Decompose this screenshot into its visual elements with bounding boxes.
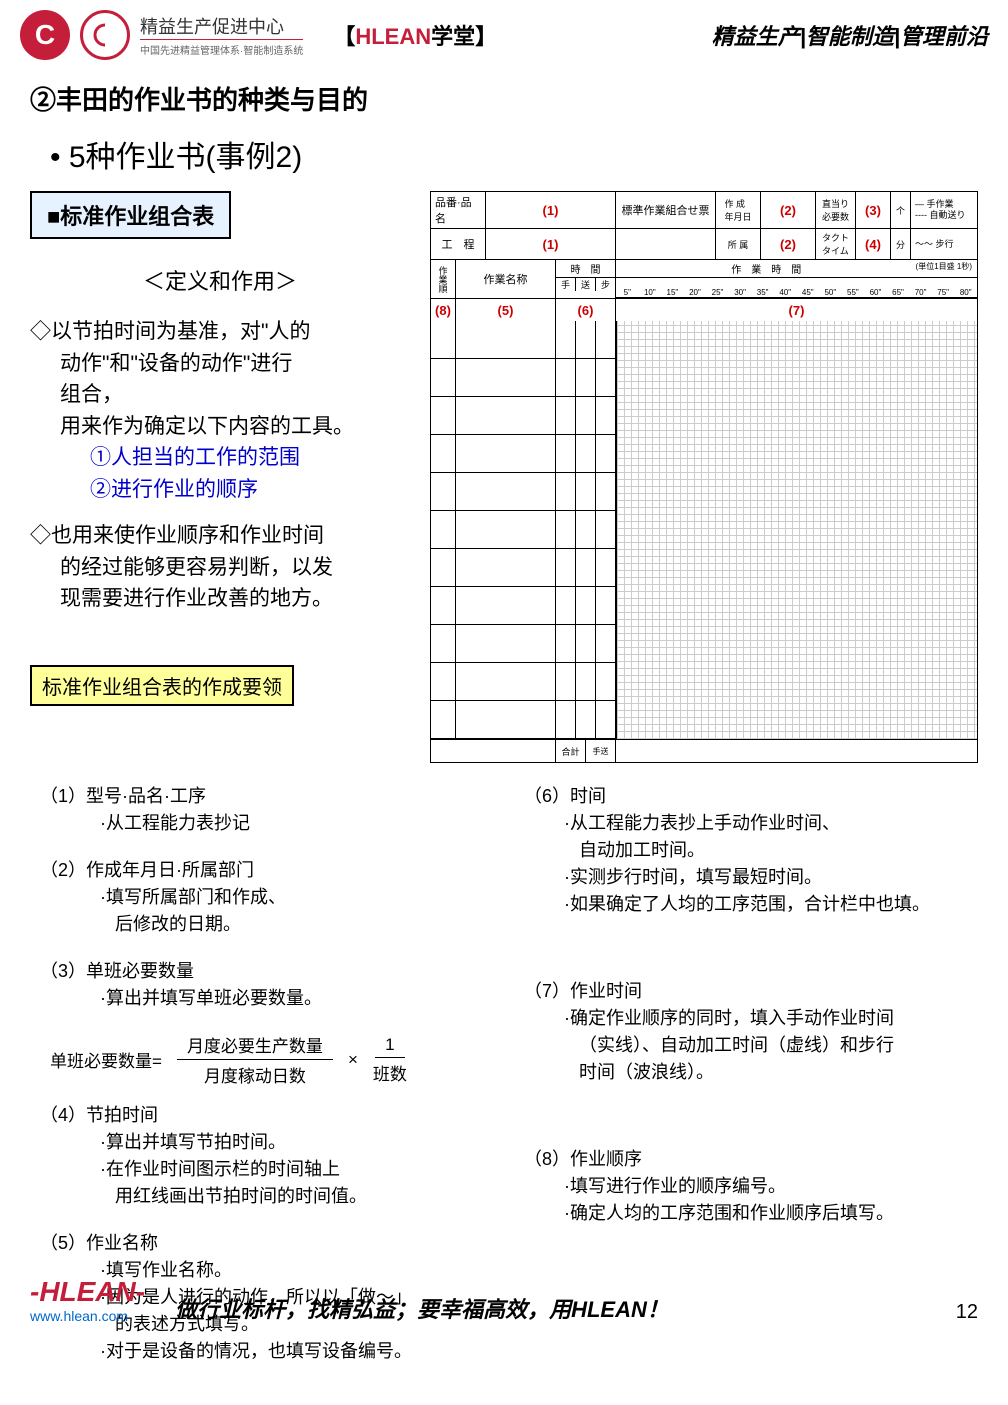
highlight-box: ■标准作业组合表 xyxy=(30,191,231,239)
hlean-badge: 【HLEAN学堂】 xyxy=(333,19,497,51)
form-table: 品番·品名 (1) 標準作業組合せ票 作 成 年月日 (2) 直当り 必要数 (… xyxy=(430,191,978,763)
note-6: （6）时间 ·从工程能力表抄上手动作业时间、 自动加工时间。 ·实测步行时间，填… xyxy=(524,783,968,918)
sum-row: 合計 手送 xyxy=(431,739,977,762)
logo-c-icon: C xyxy=(20,10,70,60)
content-area: ■标准作业组合表 ＜定义和作用＞ ◇以节拍时间为基准，对"人的 动作"和"设备的… xyxy=(0,191,1008,763)
footer: -HLEAN- www.hlean.com 做行业标杆，找精弘益；要幸福高效，用… xyxy=(0,1276,1008,1324)
page-title: ②丰田的作业书的种类与目的 xyxy=(0,70,1008,127)
page-number: 12 xyxy=(956,1301,978,1324)
logo-text-block: 精益生产促进中心 中国先进精益管理体系·智能制造系统 xyxy=(140,13,303,57)
note-7: （7）作业时间 ·确定作业顺序的同时，填入手动作业时间 （实线）、自动加工时间（… xyxy=(524,978,968,1086)
note-1: （1）型号·品名·工序 ·从工程能力表抄记 xyxy=(40,783,484,837)
form-row-1: 品番·品名 (1) 標準作業組合せ票 作 成 年月日 (2) 直当り 必要数 (… xyxy=(431,192,977,229)
center-name: 精益生产促进中心 xyxy=(140,13,303,39)
note-3: （3）单班必要数量 ·算出并填写单班必要数量。 xyxy=(40,958,484,1012)
footer-url: www.hlean.com xyxy=(30,1308,145,1324)
note-4: （4）节拍时间 ·算出并填写节拍时间。 ·在作业时间图示栏的时间轴上 用红线画出… xyxy=(40,1102,484,1210)
body-text-2: ◇也用来使作业顺序和作业时间 的经过能够更容易判断，以发 现需要进行作业改善的地… xyxy=(30,520,410,615)
label-row: (8) (5) (6) (7) xyxy=(431,299,977,321)
footer-logo-block: -HLEAN- www.hlean.com xyxy=(30,1276,145,1324)
footer-logo: -HLEAN- xyxy=(30,1276,145,1308)
definition-title: ＜定义和作用＞ xyxy=(30,264,410,296)
time-ticks: 5"10"15"20"25"30"35"40"45"50"55"60"65"70… xyxy=(616,278,977,298)
note-2: （2）作成年月日·所属部门 ·填写所属部门和作成、 后修改的日期。 xyxy=(40,857,484,938)
formula: 单班必要数量= 月度必要生产数量 月度稼动日数 × 1 班数 xyxy=(40,1032,484,1087)
left-column: ■标准作业组合表 ＜定义和作用＞ ◇以节拍时间为基准，对"人的 动作"和"设备的… xyxy=(30,191,410,763)
form-row-3: 作業順 作業名称 時 間 手 送 步 作 業 時 間 (単位1目盛 1秒) 5"… xyxy=(431,260,977,299)
note-8: （8）作业顺序 ·填写进行作业的顺序编号。 ·确定人均的工序范围和作业顺序后填写… xyxy=(524,1146,968,1227)
yellow-box: 标准作业组合表的作成要领 xyxy=(30,665,294,706)
body-text-1: ◇以节拍时间为基准，对"人的 动作"和"设备的动作"进行 组合， 用来作为确定以… xyxy=(30,316,410,505)
header: C 精益生产促进中心 中国先进精益管理体系·智能制造系统 【HLEAN学堂】 精… xyxy=(0,0,1008,70)
form-row-2: 工 程 (1) 所 属 (2) タクト タイム (4) 分 ～～ 步行 xyxy=(431,229,977,260)
subtitle: • 5种作业书(事例2) xyxy=(0,127,1008,191)
footer-slogan: 做行业标杆，找精弘益；要幸福高效，用HLEAN！ xyxy=(175,1292,669,1324)
chart-area xyxy=(431,321,977,739)
center-subtext: 中国先进精益管理体系·智能制造系统 xyxy=(140,39,303,57)
yellow-box-wrap: 标准作业组合表的作成要领 xyxy=(30,665,410,706)
header-right-text: 精益生产|智能制造|管理前沿 xyxy=(712,19,988,51)
logo-l-icon xyxy=(80,10,130,60)
right-column: 品番·品名 (1) 標準作業組合せ票 作 成 年月日 (2) 直当り 必要数 (… xyxy=(430,191,978,763)
